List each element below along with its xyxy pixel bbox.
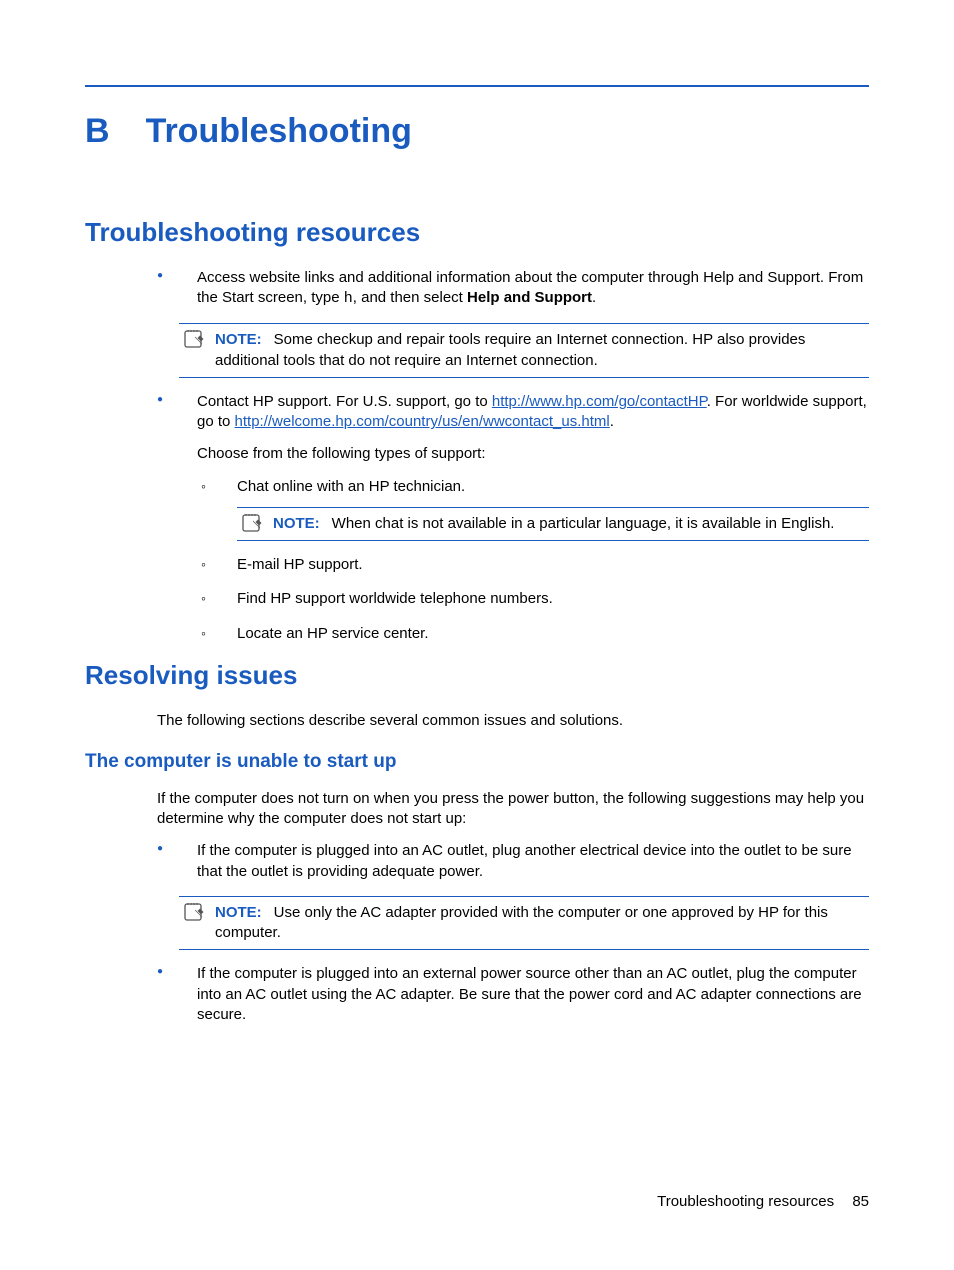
note-box: NOTE: When chat is not available in a par… xyxy=(237,507,869,541)
note-box: NOTE:Some checkup and repair tools requi… xyxy=(179,323,869,378)
list-item: If the computer is plugged into an exter… xyxy=(157,964,869,1025)
text-fragment: . xyxy=(610,413,614,430)
startup-list-cont: If the computer is plugged into an exter… xyxy=(157,964,869,1025)
resources-list-cont: Contact HP support. For U.S. support, go… xyxy=(157,392,869,644)
choose-text: Choose from the following types of suppo… xyxy=(197,444,869,464)
note-label: NOTE: xyxy=(215,331,262,348)
appendix-heading: B Troubleshooting xyxy=(85,109,869,155)
section-heading-resolving: Resolving issues xyxy=(85,658,869,693)
note-label: NOTE: xyxy=(215,904,262,921)
note-text: When chat is not available in a particul… xyxy=(332,515,835,532)
note-text: Use only the AC adapter provided with th… xyxy=(215,904,828,941)
list-item: Chat online with an HP technician. NOTE:… xyxy=(197,477,869,542)
support-link-us[interactable]: http://www.hp.com/go/contactHP xyxy=(492,393,707,410)
support-types-list: Chat online with an HP technician. NOTE:… xyxy=(197,477,869,644)
list-item: Contact HP support. For U.S. support, go… xyxy=(157,392,869,644)
resources-list: Access website links and additional info… xyxy=(157,268,869,310)
list-item: E-mail HP support. xyxy=(197,555,869,575)
note-wrapper: NOTE:Use only the AC adapter provided wi… xyxy=(179,896,869,951)
list-item: Access website links and additional info… xyxy=(157,268,869,310)
section-heading-resources: Troubleshooting resources xyxy=(85,215,869,250)
page-footer: Troubleshooting resources 85 xyxy=(657,1192,869,1212)
text-fragment: . xyxy=(592,289,596,306)
support-link-worldwide[interactable]: http://welcome.hp.com/country/us/en/wwco… xyxy=(235,413,610,430)
note-text: Some checkup and repair tools require an… xyxy=(215,331,805,368)
text-fragment: Chat online with an HP technician. xyxy=(237,478,465,495)
note-wrapper: NOTE:Some checkup and repair tools requi… xyxy=(179,323,869,378)
startup-para: If the computer does not turn on when yo… xyxy=(157,789,869,830)
appendix-letter: B xyxy=(85,112,110,150)
note-icon xyxy=(183,902,205,928)
bold-text: Help and Support xyxy=(467,289,592,306)
page-number: 85 xyxy=(852,1193,869,1210)
top-rule xyxy=(85,85,869,87)
subsection-heading-startup: The computer is unable to start up xyxy=(85,749,869,775)
keyboard-key: h xyxy=(344,290,353,307)
list-item: If the computer is plugged into an AC ou… xyxy=(157,841,869,882)
appendix-title: Troubleshooting xyxy=(146,112,412,150)
note-wrapper: NOTE: When chat is not available in a par… xyxy=(259,507,869,541)
note-icon xyxy=(183,329,205,355)
resolving-intro: The following sections describe several … xyxy=(157,711,869,731)
startup-list: If the computer is plugged into an AC ou… xyxy=(157,841,869,882)
note-icon xyxy=(241,513,263,539)
list-item: Locate an HP service center. xyxy=(197,624,869,644)
page-content: B Troubleshooting Troubleshooting resourc… xyxy=(0,0,954,1025)
list-item: Find HP support worldwide telephone numb… xyxy=(197,589,869,609)
note-box: NOTE:Use only the AC adapter provided wi… xyxy=(179,896,869,951)
text-fragment: , and then select xyxy=(353,289,467,306)
note-label: NOTE: xyxy=(273,515,320,532)
footer-section: Troubleshooting resources xyxy=(657,1193,834,1210)
text-fragment: Contact HP support. For U.S. support, go… xyxy=(197,393,492,410)
